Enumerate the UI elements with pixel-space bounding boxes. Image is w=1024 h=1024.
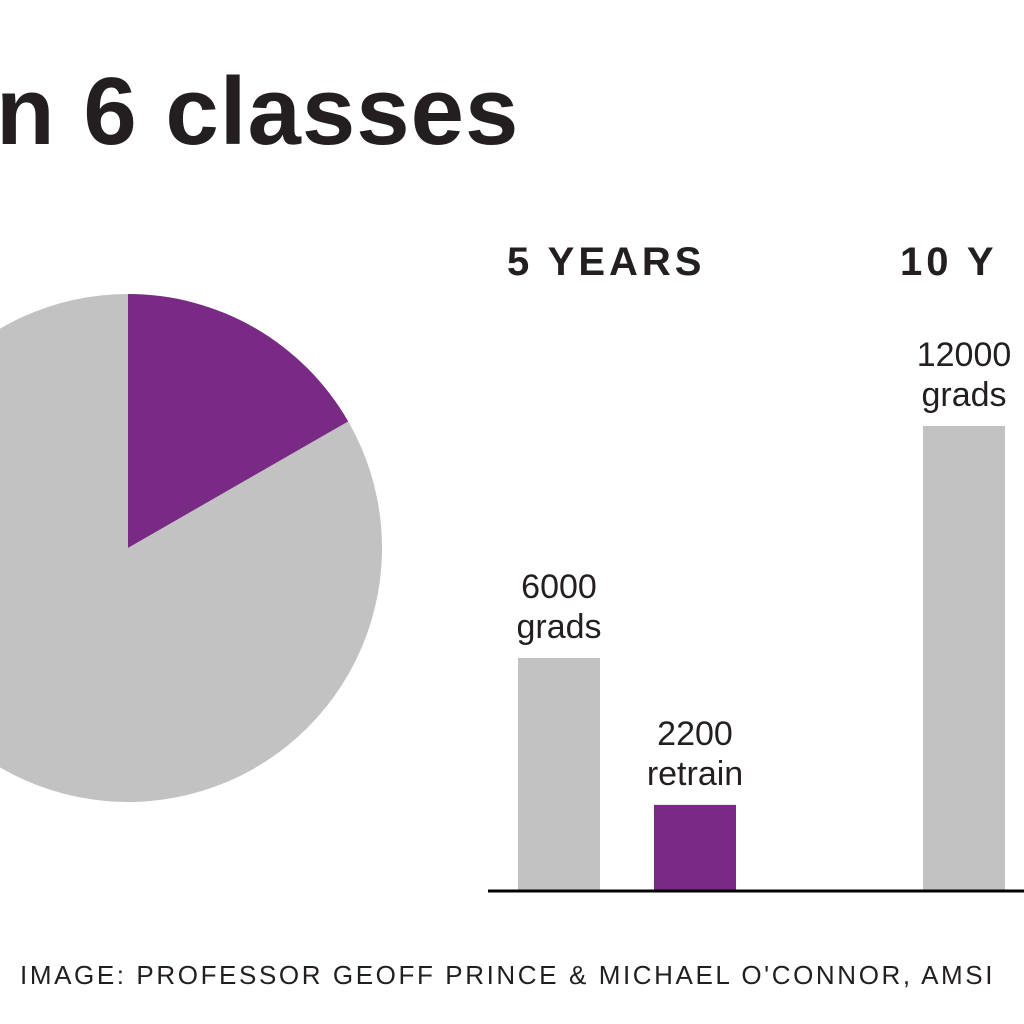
pie-slice-grads [0, 294, 383, 802]
bar-value-label: 2200 [657, 715, 733, 753]
bar-category-label: grads [921, 376, 1006, 414]
bar [654, 804, 736, 890]
bar [518, 658, 600, 890]
bar-value-label: 12000 [917, 336, 1012, 374]
bar-category-label: grads [516, 608, 601, 646]
group-label: 5 YEARS [507, 240, 705, 284]
bar [923, 426, 1005, 890]
chart-title: n 6 classes [0, 58, 520, 165]
pie-chart [0, 294, 383, 802]
image-credit: IMAGE: PROFESSOR GEOFF PRINCE & MICHAEL … [20, 960, 996, 990]
bar-value-label: 6000 [521, 568, 597, 606]
bar-category-label: retrain [647, 755, 743, 793]
pie-slice-retrain [128, 294, 349, 548]
group-label: 10 Y [900, 240, 998, 284]
